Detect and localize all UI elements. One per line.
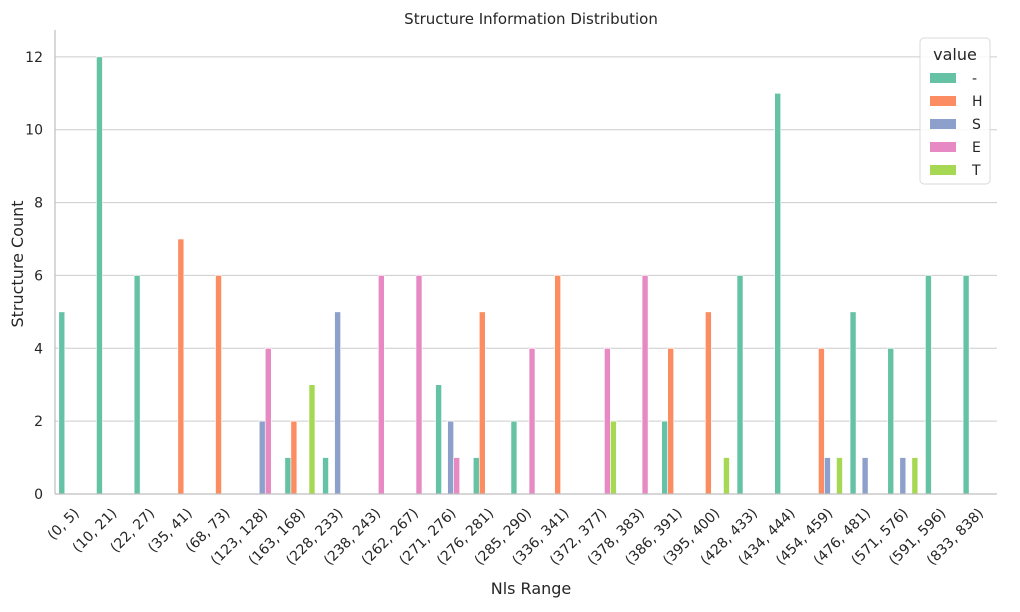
legend-swatch [930, 165, 956, 175]
bar [177, 238, 185, 495]
x-axis-label: Nls Range [491, 579, 572, 598]
bar [736, 275, 744, 495]
bar [824, 457, 831, 495]
bar [290, 420, 298, 495]
legend-label: E [972, 140, 981, 156]
bar [258, 420, 266, 495]
legend-label: T [971, 163, 981, 179]
y-tick-label: 2 [34, 414, 43, 430]
bar [861, 457, 869, 495]
bar [661, 420, 668, 495]
bar [215, 275, 222, 495]
bar [284, 457, 292, 495]
bar [911, 457, 919, 495]
bar [899, 457, 907, 495]
bar [472, 457, 480, 495]
bar [604, 347, 611, 495]
bar [887, 347, 895, 495]
bar [447, 420, 454, 495]
bar [378, 275, 385, 495]
bar [818, 347, 825, 495]
bar [610, 420, 617, 495]
y-tick-label: 8 [34, 196, 43, 212]
y-tick-label: 10 [25, 123, 43, 139]
bar [96, 56, 103, 495]
bar [308, 384, 316, 495]
bar [435, 384, 442, 495]
bar [554, 275, 561, 495]
bar [528, 347, 536, 495]
legend-label: S [972, 117, 981, 133]
legend-label: - [972, 71, 977, 87]
y-tick-label: 6 [34, 268, 43, 284]
bar [415, 275, 423, 495]
bar [322, 457, 329, 495]
chart-title: Structure Information Distribution [404, 10, 658, 28]
legend-swatch [930, 142, 956, 152]
bar [133, 275, 141, 495]
legend-title: value [933, 45, 977, 64]
bar [667, 347, 674, 495]
bars [58, 56, 970, 495]
bar [962, 275, 970, 495]
y-tick-label: 0 [34, 487, 43, 503]
bar [836, 457, 843, 495]
bar [705, 311, 712, 495]
y-tick-label: 12 [25, 50, 43, 66]
bar [478, 311, 486, 495]
bar [849, 311, 857, 495]
bar [453, 457, 460, 495]
bar [334, 311, 341, 495]
legend-swatch [930, 96, 956, 106]
bar [264, 347, 272, 495]
gridlines [55, 56, 997, 495]
bar [510, 420, 518, 495]
bar [925, 275, 932, 495]
legend-label: H [972, 94, 983, 110]
bar [641, 275, 649, 495]
legend-swatch [930, 119, 956, 129]
y-axis-label: Structure Count [8, 200, 27, 327]
bar [774, 92, 782, 495]
y-tick-label: 4 [34, 341, 43, 357]
bar [723, 457, 730, 495]
bar [58, 311, 66, 495]
legend-swatch [930, 73, 956, 83]
